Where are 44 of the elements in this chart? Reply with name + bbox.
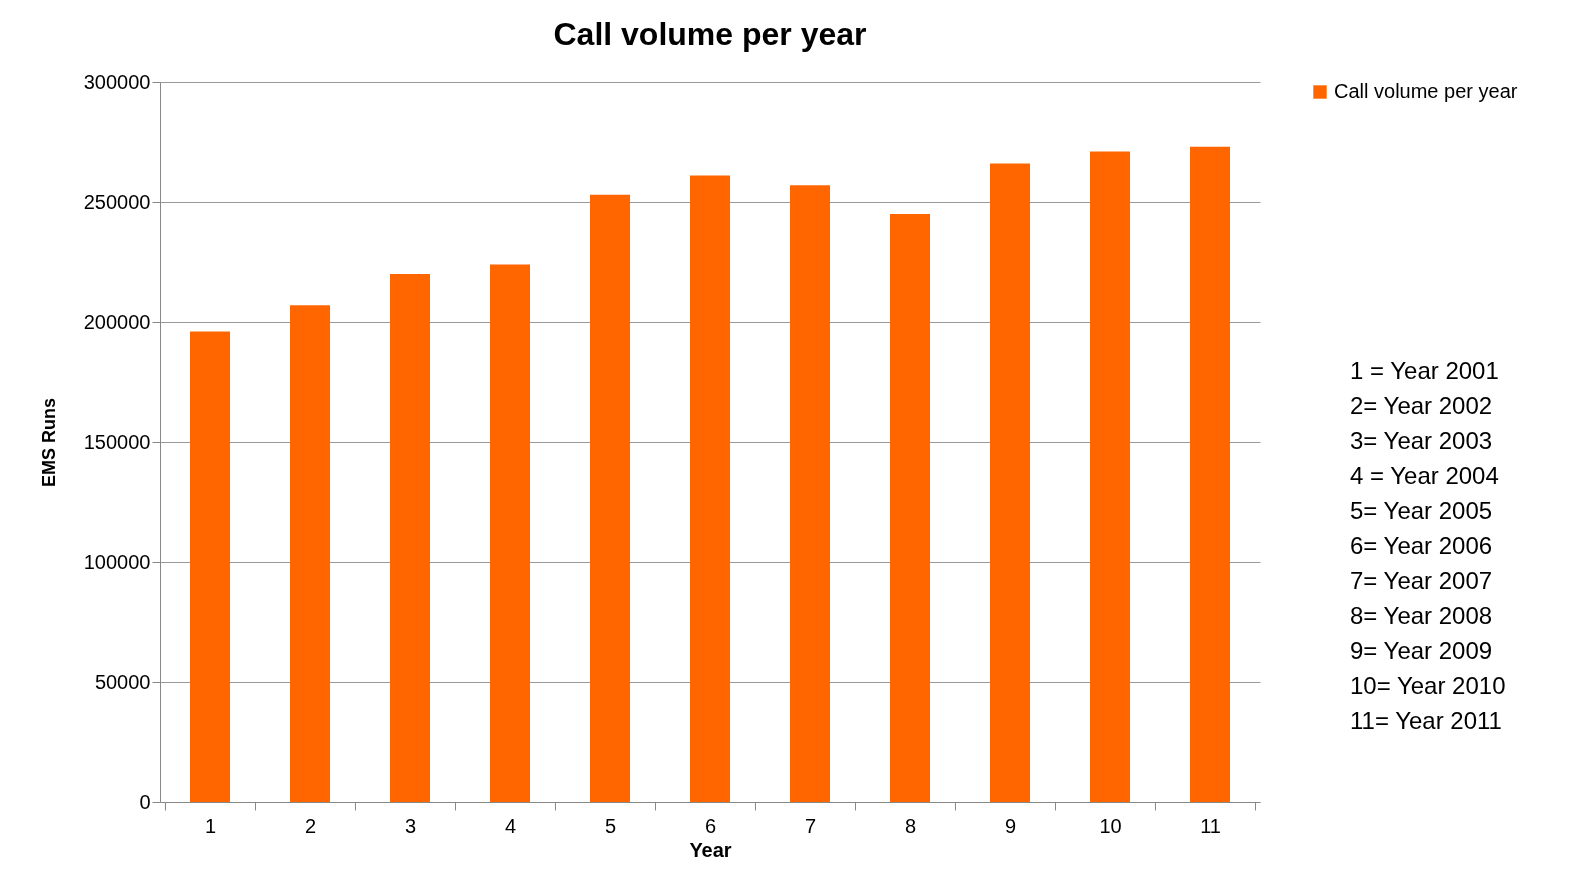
bar [990,163,1030,802]
y-tick-label: 0 [139,790,151,813]
bar [690,175,730,802]
bar [890,214,930,802]
x-tick-label: 5 [604,814,617,837]
text: 9= Year 2009 [1350,637,1493,664]
y-tick-label: 50000 [94,670,151,693]
text: 2= Year 2002 [1350,392,1493,419]
text: 7= Year 2007 [1350,567,1493,594]
text: 4 = Year 2004 [1350,462,1499,489]
bar [490,264,530,802]
x-tick-label: 7 [804,814,817,837]
bar [590,194,630,802]
x-tick-label: 11 [1200,814,1221,837]
chart-title: Call volume per year [553,16,867,52]
x-tick-label: 1 [204,814,217,837]
text: 11= Year 2011 [1350,707,1502,734]
bar [190,331,230,802]
text: 5= Year 2005 [1350,497,1493,524]
x-tick-label: 10 [1099,814,1122,837]
bar [790,185,830,802]
bar [290,305,330,802]
x-tick-label: 2 [304,814,317,837]
bar [1190,146,1230,802]
bar [1090,151,1130,802]
text: 8= Year 2008 [1350,602,1493,629]
y-tick-label: 100000 [83,550,151,573]
bar [390,274,430,802]
x-tick-label: 9 [1004,814,1017,837]
x-axis-title: Year [689,838,732,861]
legend-label: Call volume per year [1334,80,1518,102]
y-tick-label: 250000 [83,190,151,213]
text: 10= Year 2010 [1350,672,1506,699]
text: 3= Year 2003 [1350,427,1493,454]
x-tick-label: 4 [504,814,517,837]
x-tick-label: 6 [704,814,717,837]
text: 1 = Year 2001 [1350,357,1499,384]
y-tick-label: 200000 [83,310,151,333]
y-axis-title: EMS Runs [38,397,59,488]
x-tick-label: 3 [404,814,417,837]
x-tick-label: 8 [904,814,917,837]
text: 6= Year 2006 [1350,532,1493,559]
y-tick-label: 150000 [83,430,151,453]
y-tick-label: 300000 [83,70,151,93]
